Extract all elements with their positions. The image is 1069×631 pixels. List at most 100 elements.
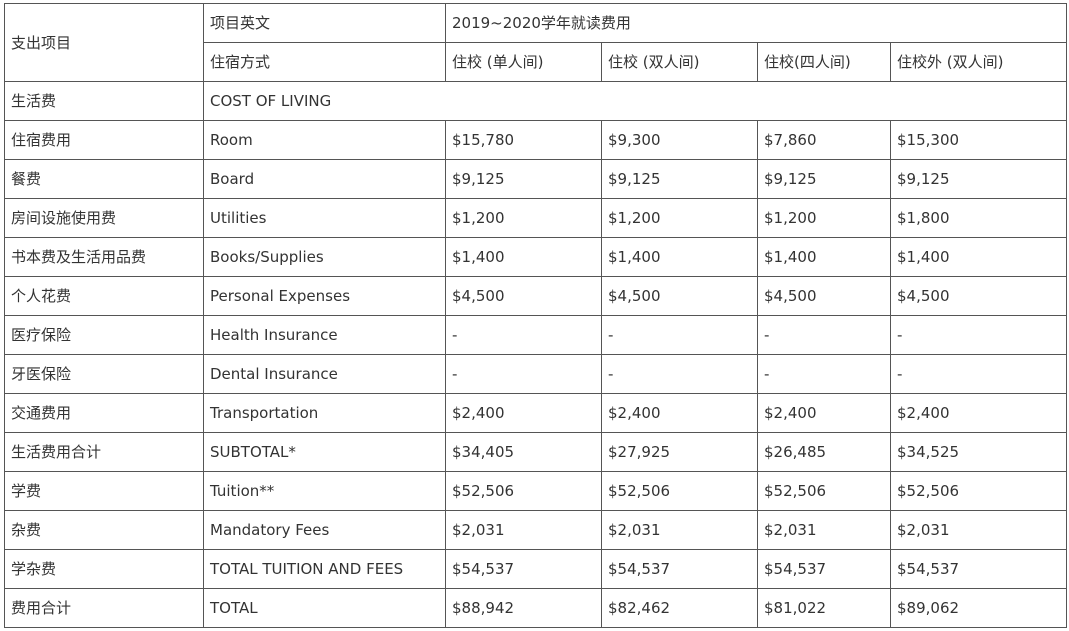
value-quad: $52,506 [757,471,891,511]
value-double: $54,537 [601,549,758,589]
value-offcampus: - [889,315,1068,355]
row-label-en: SUBTOTAL* [203,432,446,472]
value-quad: $54,537 [757,549,891,589]
value-offcampus: $4,500 [889,276,1068,316]
row-label-en: TOTAL [203,588,446,628]
table-row: 书本费及生活用品费 Books/Supplies $1,400 $1,400 $1,40… [4,237,1068,277]
value-offcampus: $1,800 [889,198,1068,238]
value-double: - [601,354,758,394]
cost-table-body: 支出项目 项目英文 2019~2020学年就读费用 住宿方式 住校 (单人间) … [4,3,1068,628]
value-single: $15,780 [445,120,602,160]
table-row: 学费 Tuition** $52,506 $52,506 $52,506 $52,506 [4,471,1068,511]
row-label-en: Tuition** [203,471,446,511]
row-label-en: Board [203,159,446,199]
table-row: 餐费 Board $9,125 $9,125 $9,125 $9,125 [4,159,1068,199]
row-label-en: Utilities [203,198,446,238]
value-offcampus: $89,062 [889,588,1068,628]
housing-option-quad: 住校(四人间) [757,42,891,82]
value-single: $52,506 [445,471,602,511]
value-offcampus: $54,537 [889,549,1068,589]
row-label-cn: 交通费用 [4,393,204,433]
housing-option-single: 住校 (单人间) [445,42,602,82]
value-single: $9,125 [445,159,602,199]
value-single: $34,405 [445,432,602,472]
cost-table: 支出项目 项目英文 2019~2020学年就读费用 住宿方式 住校 (单人间) … [4,3,1068,628]
year-header: 2019~2020学年就读费用 [444,3,1068,43]
section-row: 生活费 COST OF LIVING [4,81,1068,121]
value-quad: $26,485 [757,432,891,472]
row-label-cn: 医疗保险 [4,315,204,355]
value-offcampus: $15,300 [889,120,1068,160]
value-quad: $4,500 [757,276,891,316]
value-quad: $81,022 [757,588,891,628]
value-double: $2,031 [601,510,758,550]
table-row: 房间设施使用费 Utilities $1,200 $1,200 $1,200 $1,800 [4,198,1068,238]
value-single: $2,031 [445,510,602,550]
table-row: 费用合计 TOTAL $88,942 $82,462 $81,022 $89,062 [4,588,1068,628]
value-offcampus: $2,400 [889,393,1068,433]
value-quad: $7,860 [757,120,891,160]
value-quad: $1,400 [757,237,891,277]
value-quad: $2,400 [757,393,891,433]
value-single: $1,200 [445,198,602,238]
value-double: $9,300 [601,120,758,160]
header-row-1: 支出项目 项目英文 2019~2020学年就读费用 [4,3,1068,82]
row-label-en: Personal Expenses [203,276,446,316]
row-label-en: TOTAL TUITION AND FEES [203,549,446,589]
value-offcampus: - [889,354,1068,394]
row-label-en: Mandatory Fees [203,510,446,550]
value-quad: $9,125 [757,159,891,199]
value-single: $2,400 [445,393,602,433]
housing-option-double: 住校 (双人间) [601,42,758,82]
value-double: $4,500 [601,276,758,316]
value-double: $1,400 [601,237,758,277]
row-label-en: Transportation [203,393,446,433]
row-label-cn: 生活费用合计 [4,432,204,472]
table-row: 个人花费 Personal Expenses $4,500 $4,500 $4,500 $… [4,276,1068,316]
row-label-cn: 费用合计 [4,588,204,628]
value-single: $88,942 [445,588,602,628]
value-single: - [445,315,602,355]
row-label-en: Books/Supplies [203,237,446,277]
row-label-en: Room [203,120,446,160]
table-row: 生活费用合计 SUBTOTAL* $34,405 $27,925 $26,485 $34,… [4,432,1068,472]
housing-header: 住宿方式 [203,42,446,82]
row-label-cn: 牙医保险 [4,354,204,394]
value-quad: - [757,354,891,394]
value-offcampus: $9,125 [889,159,1068,199]
value-double: $27,925 [601,432,758,472]
value-double: $1,200 [601,198,758,238]
value-quad: $2,031 [757,510,891,550]
value-quad: - [757,315,891,355]
value-offcampus: $34,525 [889,432,1068,472]
value-single: $1,400 [445,237,602,277]
table-row: 交通费用 Transportation $2,400 $2,400 $2,400 $2,4… [4,393,1068,433]
row-label-cn: 个人花费 [4,276,204,316]
table-row: 牙医保险 Dental Insurance - - - - [4,354,1068,394]
housing-option-offcampus: 住校外 (双人间) [889,42,1068,82]
header-row-2: 住宿方式 住校 (单人间) 住校 (双人间) 住校(四人间) 住校外 (双人间) [5,42,1068,82]
section-label-cn: 生活费 [4,81,204,121]
value-double: $82,462 [601,588,758,628]
value-quad: $1,200 [757,198,891,238]
table-row: 住宿费用 Room $15,780 $9,300 $7,860 $15,300 [4,120,1068,160]
table-row: 医疗保险 Health Insurance - - - - [4,315,1068,355]
value-double: $9,125 [601,159,758,199]
row-label-cn: 学杂费 [4,549,204,589]
row-label-cn: 房间设施使用费 [4,198,204,238]
value-single: $54,537 [445,549,602,589]
table-row: 学杂费 TOTAL TUITION AND FEES $54,537 $54,537 $… [4,549,1068,589]
value-single: $4,500 [445,276,602,316]
english-item-header: 项目英文 [203,3,446,43]
row-label-cn: 餐费 [4,159,204,199]
section-label-en: COST OF LIVING [202,81,1068,121]
table-row: 杂费 Mandatory Fees $2,031 $2,031 $2,031 $2,031 [4,510,1068,550]
value-double: $52,506 [601,471,758,511]
value-offcampus: $2,031 [889,510,1068,550]
category-header: 支出项目 [4,3,204,82]
value-double: $2,400 [601,393,758,433]
value-single: - [445,354,602,394]
row-label-cn: 学费 [4,471,204,511]
row-label-cn: 书本费及生活用品费 [4,237,204,277]
value-offcampus: $52,506 [889,471,1068,511]
